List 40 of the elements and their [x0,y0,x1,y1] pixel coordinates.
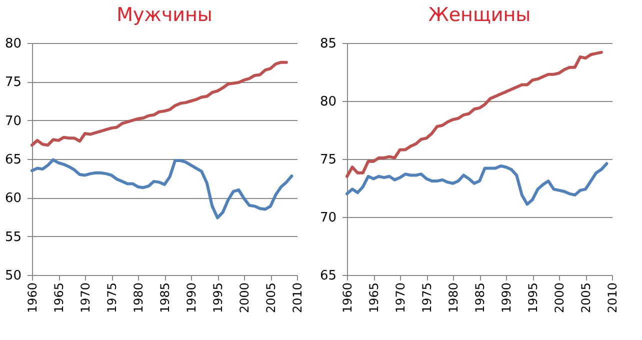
y-tick-label: 75 [4,75,22,90]
chart-title: Женщины [428,4,531,26]
x-tick-label: 1975 [420,282,434,314]
x-tick-label: 1985 [473,282,487,314]
x-tick-label: 2010 [606,282,620,314]
x-tick-label: 1995 [526,282,540,314]
y-tick-label: 65 [4,152,22,168]
x-tick-label: 1980 [132,282,146,314]
x-tick-label: 1965 [367,282,381,314]
y-tick-label: 55 [4,230,22,245]
chart-title: Мужчины [116,4,212,26]
y-tick-label: 80 [4,36,22,52]
x-tick-label: 1975 [105,282,119,314]
x-tick-label: 2005 [579,282,593,314]
x-tick-label: 1995 [211,282,225,314]
x-tick-label: 1960 [26,282,40,314]
y-tick-label: 60 [4,191,22,206]
y-tick-label: 65 [320,268,336,284]
y-tick-label: 70 [320,210,336,226]
x-tick-label: 1985 [158,282,172,314]
x-tick-label: 2010 [290,282,304,314]
y-tick-label: 70 [4,114,22,129]
x-tick-label: 1965 [52,282,66,314]
y-tick-label: 80 [320,94,336,110]
x-tick-label: 1980 [446,282,460,314]
y-tick-label: 75 [320,152,336,168]
y-tick-label: 50 [4,268,22,284]
x-tick-label: 1970 [78,282,92,314]
x-tick-label: 2000 [552,282,566,314]
x-tick-label: 1990 [500,282,514,314]
x-tick-label: 2005 [264,282,278,314]
x-tick-label: 1970 [394,282,408,314]
line-series [346,50,603,178]
line-series [30,158,294,220]
x-tick-label: 1960 [340,282,354,314]
x-tick-label: 2000 [238,282,252,314]
x-tick-label: 1990 [184,282,198,314]
line-series [30,60,288,147]
y-tick-label: 85 [320,36,336,52]
line-series [346,162,608,206]
